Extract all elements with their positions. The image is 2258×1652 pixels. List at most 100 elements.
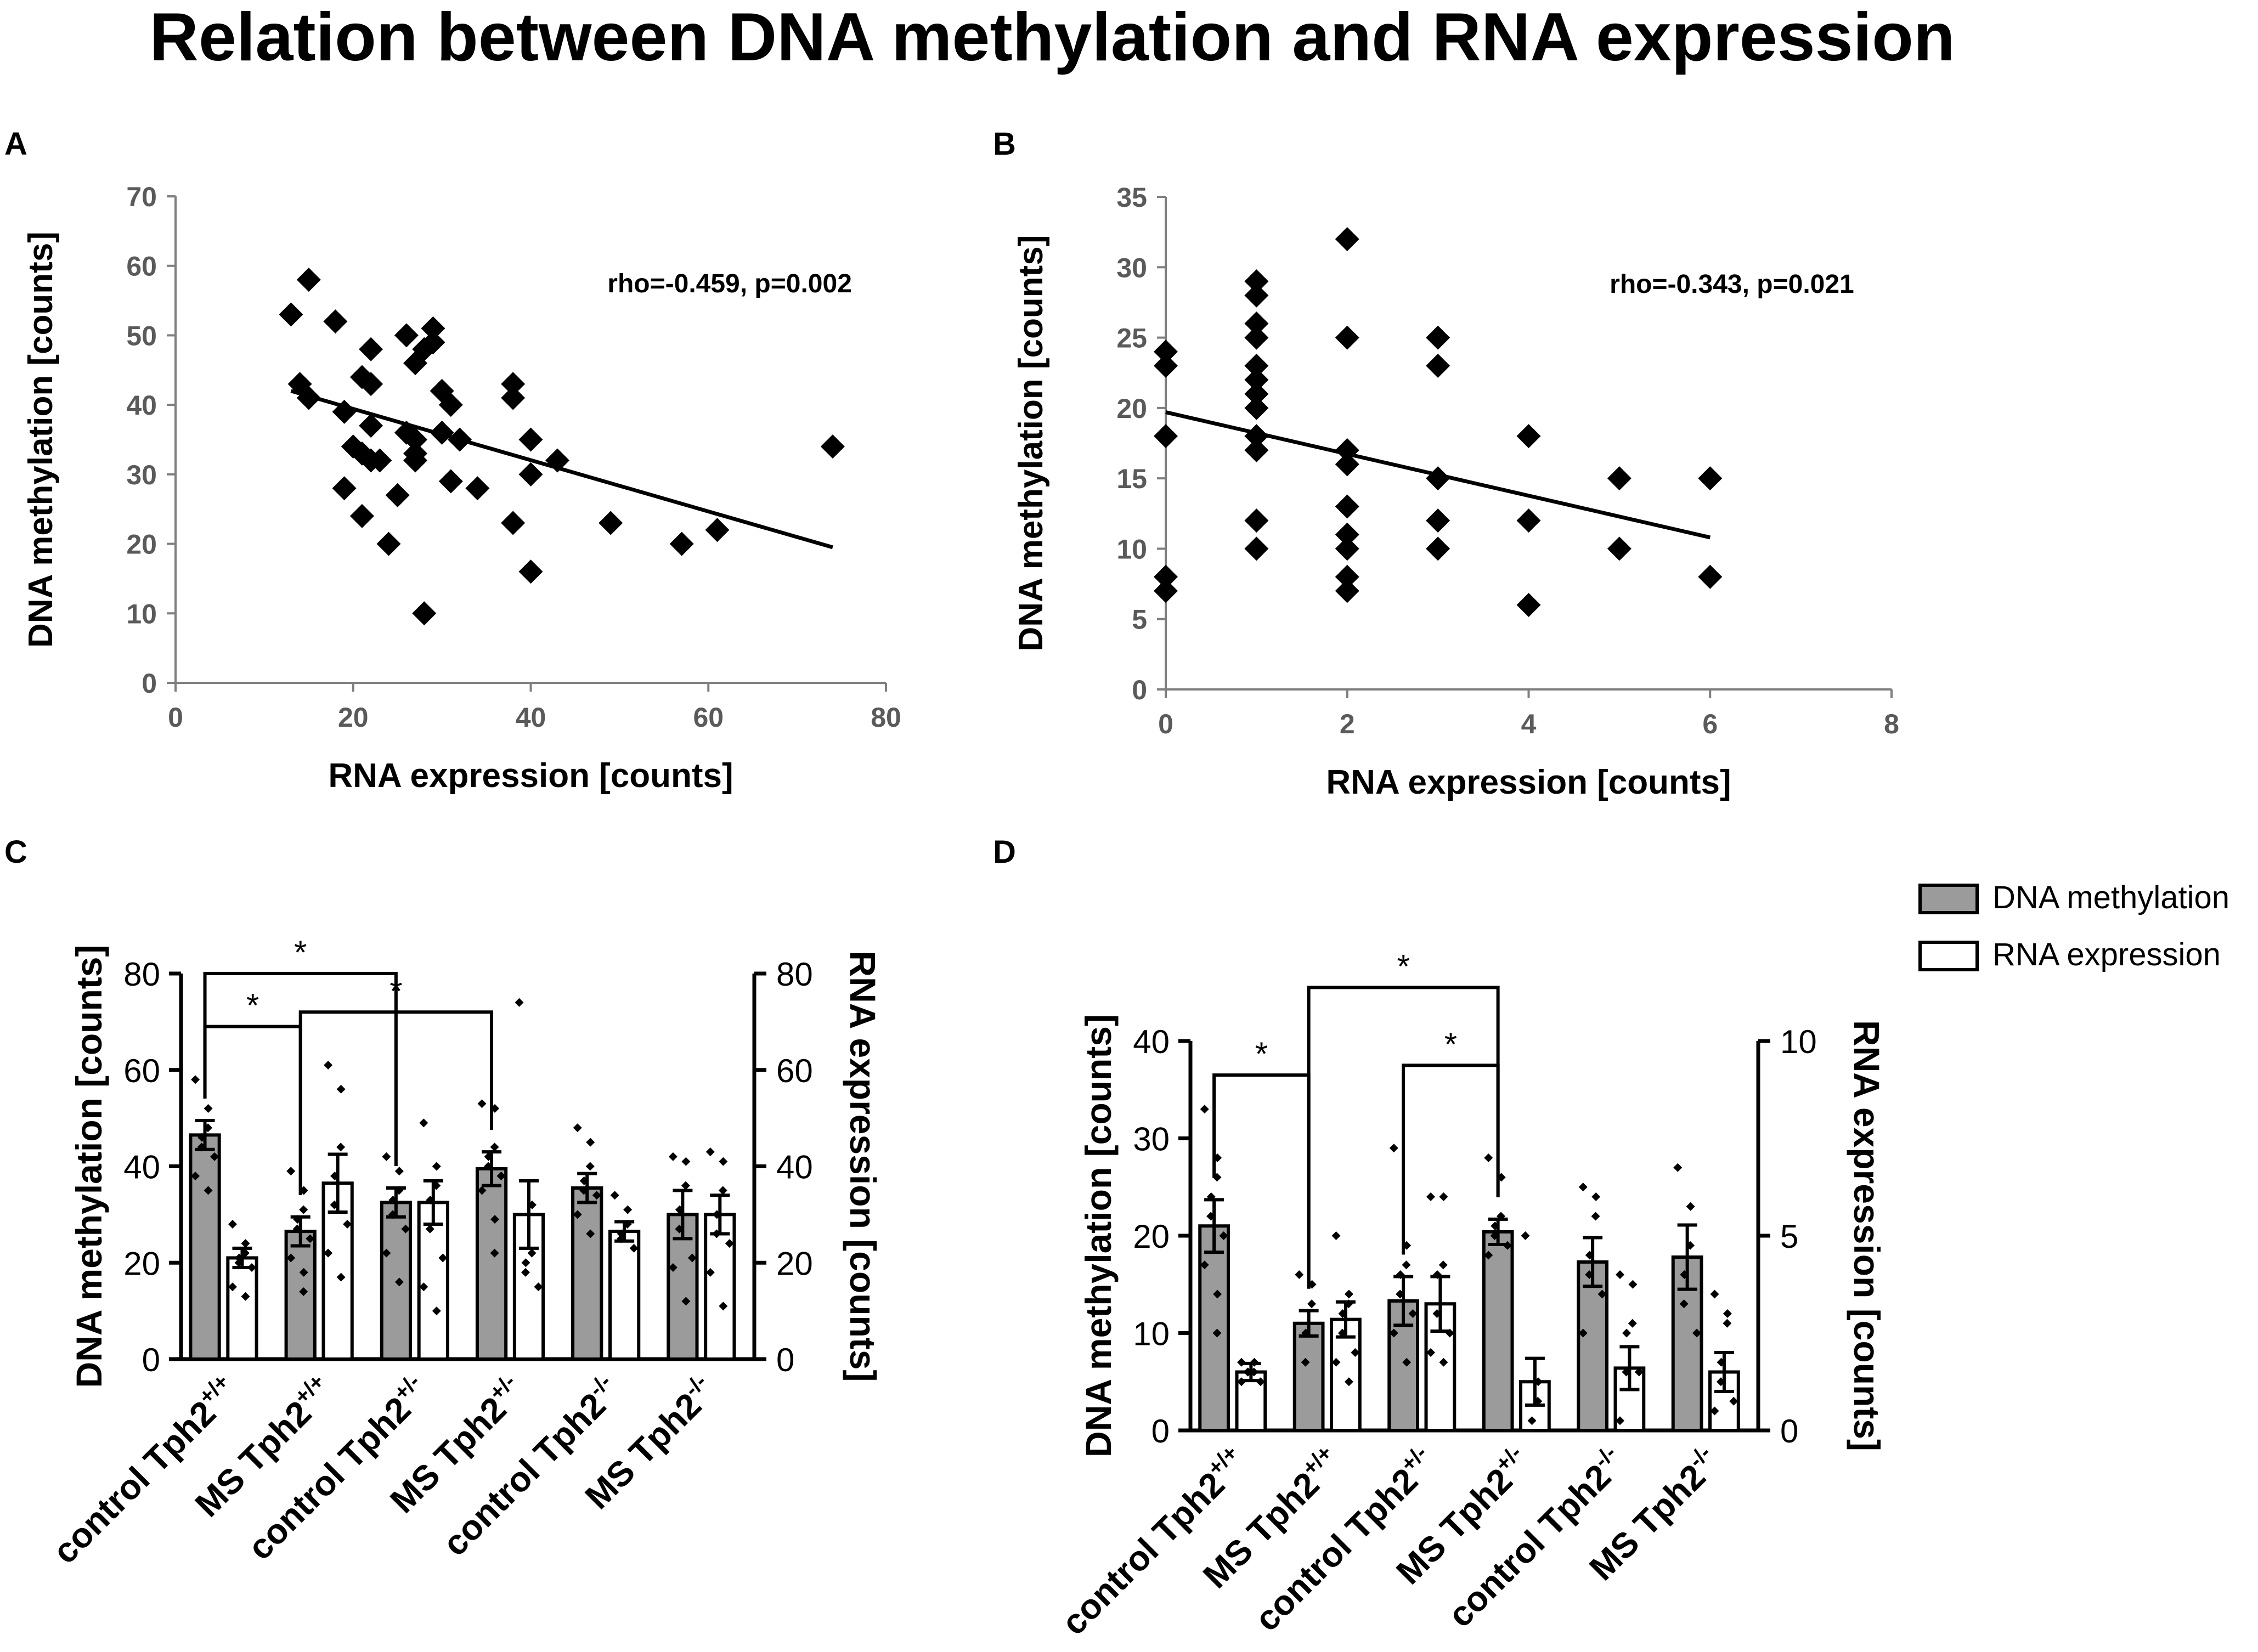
individual-data-point — [1585, 1270, 1594, 1279]
individual-data-point — [1597, 1289, 1607, 1299]
data-point — [501, 511, 526, 535]
individual-data-point — [579, 1176, 589, 1185]
individual-data-point — [623, 1205, 633, 1214]
individual-data-point — [1717, 1357, 1726, 1367]
individual-data-point — [1219, 1231, 1228, 1240]
individual-data-point — [336, 1272, 346, 1282]
individual-data-point — [210, 1152, 219, 1161]
individual-data-point — [1439, 1192, 1448, 1201]
data-point — [1698, 564, 1723, 589]
right-y-tick-label: 0 — [1780, 1413, 1798, 1450]
data-point — [1244, 367, 1269, 392]
individual-data-point — [1628, 1280, 1638, 1289]
data-point — [1154, 564, 1178, 589]
individual-data-point — [299, 1287, 308, 1296]
individual-data-point — [234, 1258, 244, 1268]
individual-data-point — [668, 1152, 678, 1161]
individual-data-point — [1200, 1260, 1209, 1270]
individual-data-point — [234, 1253, 244, 1263]
y-axis-title: DNA methylation [counts] — [22, 231, 60, 648]
individual-data-point — [586, 1138, 595, 1147]
individual-data-point — [573, 1123, 582, 1133]
x-tick-label: 40 — [516, 702, 546, 733]
category-name: control Tph2 — [1247, 1461, 1425, 1639]
individual-data-point — [432, 1306, 441, 1316]
individual-data-point — [477, 1099, 487, 1108]
individual-data-point — [432, 1162, 441, 1171]
individual-data-point — [1634, 1367, 1644, 1377]
left-y-axis-title: DNA methylation [counts] — [69, 945, 109, 1388]
data-point — [1335, 564, 1359, 589]
x-tick-label: 2 — [1340, 709, 1355, 739]
data-point — [279, 302, 303, 327]
individual-data-point — [705, 1268, 715, 1277]
individual-data-point — [336, 1084, 346, 1094]
panel-d-label: D — [993, 834, 1016, 870]
data-point — [1607, 466, 1632, 491]
individual-data-point — [388, 1196, 398, 1205]
individual-data-point — [1402, 1260, 1411, 1270]
y-tick-label: 70 — [126, 182, 157, 212]
data-point — [1335, 452, 1359, 477]
data-point — [599, 511, 623, 535]
individual-data-point — [1433, 1270, 1442, 1279]
data-point — [412, 601, 437, 626]
rna-expression-bar — [226, 1256, 258, 1361]
left-y-tick-label: 80 — [123, 956, 160, 993]
dna-methylation-bar — [1292, 1321, 1325, 1432]
data-point — [296, 268, 321, 292]
individual-data-point — [1491, 1221, 1500, 1231]
category-name: control Tph2 — [240, 1389, 418, 1568]
panel-c-label: C — [4, 834, 27, 870]
x-tick-label: 4 — [1521, 709, 1537, 739]
left-y-tick-label: 60 — [123, 1053, 160, 1089]
individual-data-point — [1331, 1231, 1341, 1240]
data-point — [403, 448, 428, 473]
y-tick-label: 25 — [1116, 323, 1147, 354]
individual-data-point — [1686, 1241, 1695, 1250]
individual-data-point — [240, 1248, 250, 1258]
individual-data-point — [324, 1248, 333, 1258]
y-tick-label: 30 — [1116, 252, 1147, 283]
data-point — [323, 309, 348, 334]
data-point — [1244, 508, 1269, 533]
legend-label-dna: DNA methylation — [1992, 880, 2229, 915]
individual-data-point — [585, 1162, 595, 1171]
data-point — [669, 531, 694, 556]
individual-data-point — [681, 1297, 691, 1306]
individual-data-point — [1206, 1192, 1216, 1201]
panel-c: C 0 20 40 60 80 0 20 40 60 80 DNA methylation [coun… — [4, 834, 883, 1571]
individual-data-point — [1212, 1328, 1222, 1338]
dna-methylation-bar — [1482, 1230, 1514, 1432]
rna-expression-bar — [704, 1213, 736, 1361]
data-point — [1244, 269, 1269, 293]
individual-data-point — [1351, 1348, 1360, 1357]
y-tick-label: 30 — [126, 460, 157, 490]
individual-data-point — [394, 1277, 404, 1287]
individual-data-point — [681, 1157, 691, 1166]
data-point — [1244, 353, 1269, 378]
category-name: control Tph2 — [1054, 1464, 1232, 1643]
data-point — [518, 462, 543, 486]
individual-data-point — [1578, 1328, 1588, 1338]
individual-data-point — [712, 1210, 721, 1219]
right-y-axis-title: RNA expression [counts] — [1847, 1020, 1887, 1451]
x-tick-label: 6 — [1702, 709, 1718, 739]
individual-data-point — [1344, 1299, 1353, 1309]
individual-data-point — [1585, 1251, 1594, 1260]
data-point — [1154, 424, 1178, 449]
individual-data-point — [401, 1224, 410, 1234]
individual-data-point — [1686, 1202, 1695, 1211]
rna-expression-bar — [417, 1201, 449, 1361]
individual-data-point — [1206, 1212, 1216, 1221]
individual-data-point — [719, 1302, 728, 1311]
individual-data-point — [204, 1123, 213, 1133]
significance-star: * — [1444, 1026, 1457, 1062]
data-point — [1335, 438, 1359, 462]
individual-data-point — [286, 1167, 296, 1176]
data-point — [1244, 283, 1269, 308]
data-point — [1426, 353, 1450, 378]
data-point — [1516, 424, 1541, 449]
x-tick-label: 20 — [338, 702, 369, 733]
